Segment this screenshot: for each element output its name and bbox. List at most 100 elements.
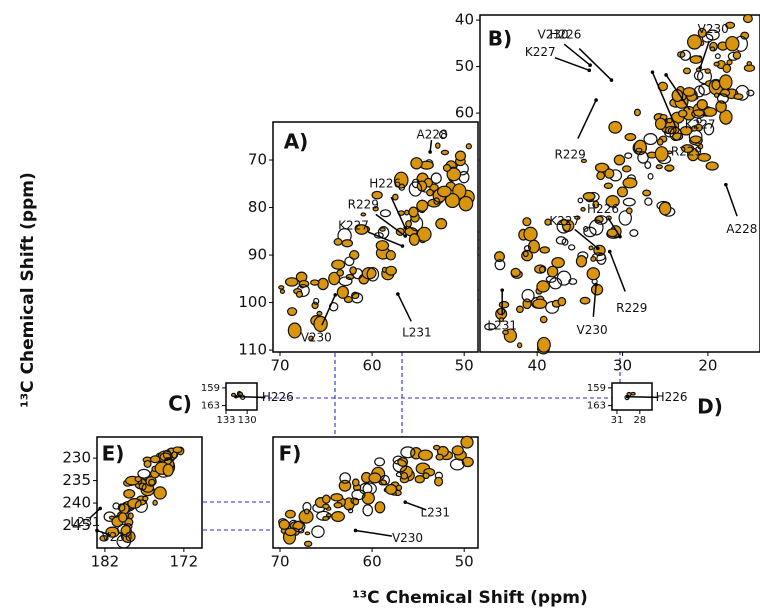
y-tick-label: 245 bbox=[62, 516, 91, 534]
contour bbox=[426, 188, 434, 197]
contour bbox=[392, 193, 399, 201]
annotation-label: A228 bbox=[726, 222, 757, 236]
annotation-tip bbox=[403, 226, 408, 230]
contour bbox=[333, 237, 343, 246]
annotation-tip bbox=[400, 244, 405, 248]
contour bbox=[556, 219, 571, 234]
contour bbox=[454, 150, 467, 162]
contour bbox=[308, 335, 314, 342]
contour bbox=[502, 329, 509, 335]
contour bbox=[580, 158, 588, 164]
contour bbox=[435, 453, 444, 461]
annotation-label: R229 bbox=[616, 301, 647, 315]
annotation-tip bbox=[428, 150, 432, 154]
contour bbox=[118, 512, 128, 523]
contour bbox=[545, 301, 560, 314]
contour bbox=[341, 239, 354, 248]
contour bbox=[344, 256, 355, 267]
annotation-tip bbox=[724, 182, 728, 187]
contour bbox=[316, 310, 323, 316]
contour bbox=[408, 181, 423, 197]
contour bbox=[624, 152, 633, 159]
contour bbox=[284, 277, 299, 287]
contour bbox=[733, 93, 744, 100]
annotation-tip bbox=[333, 293, 338, 297]
contour bbox=[322, 503, 330, 510]
contour bbox=[142, 495, 149, 502]
y-axis-title: ¹³C Chemical Shift (ppm) bbox=[18, 172, 38, 407]
contour bbox=[134, 499, 148, 513]
contour bbox=[366, 267, 380, 282]
contour bbox=[664, 164, 675, 172]
contour bbox=[408, 206, 419, 218]
contour bbox=[523, 226, 538, 242]
contour bbox=[460, 435, 474, 449]
panel: 70 60 50 70 80 90 100 110 A) A228 H226 R229 K227 V230… bbox=[238, 121, 479, 375]
contour bbox=[696, 117, 702, 124]
annotation-label: R229 bbox=[348, 198, 379, 212]
annotation-tip bbox=[403, 234, 408, 238]
contour bbox=[551, 256, 565, 269]
contour bbox=[311, 301, 319, 310]
annotation-label: V230 bbox=[301, 330, 332, 344]
x-tick-label: 70 bbox=[270, 553, 289, 571]
contour bbox=[679, 49, 692, 61]
annotation-label: V230 bbox=[698, 22, 729, 36]
contour bbox=[422, 472, 430, 480]
contour bbox=[284, 509, 296, 519]
contour bbox=[322, 515, 330, 521]
contour bbox=[583, 225, 589, 232]
y-tick-label: 100 bbox=[238, 293, 267, 311]
annotation-tip bbox=[664, 73, 668, 77]
annotation-label: H226 bbox=[262, 390, 294, 404]
contour bbox=[404, 209, 410, 216]
contour bbox=[143, 459, 152, 468]
contour bbox=[278, 519, 290, 530]
contour bbox=[449, 458, 465, 471]
contour bbox=[162, 463, 174, 477]
x-axis-title: ¹³C Chemical Shift (ppm) bbox=[352, 588, 587, 608]
y-tick-label: 60 bbox=[455, 104, 474, 122]
annotation-tip bbox=[98, 506, 102, 511]
contour bbox=[718, 74, 733, 91]
annotation-tip bbox=[396, 292, 400, 296]
contour bbox=[99, 535, 109, 542]
annotation-pointer bbox=[577, 99, 597, 139]
contour bbox=[311, 525, 325, 539]
contour bbox=[395, 484, 403, 491]
y-tick-label: 80 bbox=[248, 198, 267, 216]
annotation-label: H226 bbox=[549, 28, 581, 42]
x-tick-label: 28 bbox=[633, 415, 646, 426]
annotation-label: V230 bbox=[538, 28, 569, 42]
contour bbox=[484, 322, 496, 331]
contour bbox=[349, 250, 360, 260]
contour bbox=[604, 168, 615, 179]
contour bbox=[325, 513, 332, 518]
annotation-tip bbox=[594, 98, 598, 102]
contour bbox=[303, 540, 313, 547]
contour bbox=[442, 163, 452, 172]
annotation-tip bbox=[698, 65, 703, 70]
contour bbox=[328, 271, 341, 286]
contour bbox=[704, 68, 711, 74]
contour bbox=[371, 190, 383, 200]
annotation-label: L231 bbox=[420, 506, 450, 520]
annotation-label: V230 bbox=[101, 530, 132, 544]
contour bbox=[608, 120, 623, 134]
annotation-pointer bbox=[390, 196, 406, 229]
contour bbox=[117, 523, 131, 536]
contour bbox=[430, 172, 442, 184]
x-tick-label: 50 bbox=[455, 553, 474, 571]
contour bbox=[522, 250, 529, 258]
annotation-label: R229 bbox=[671, 145, 702, 159]
panel-label: A) bbox=[284, 130, 309, 154]
contour bbox=[643, 133, 658, 146]
contour bbox=[622, 197, 636, 207]
contour bbox=[582, 192, 596, 201]
contour bbox=[666, 117, 673, 124]
annotation-tip bbox=[95, 528, 99, 533]
contour bbox=[372, 206, 379, 212]
contour bbox=[655, 164, 663, 170]
annotation-tip bbox=[609, 78, 614, 82]
